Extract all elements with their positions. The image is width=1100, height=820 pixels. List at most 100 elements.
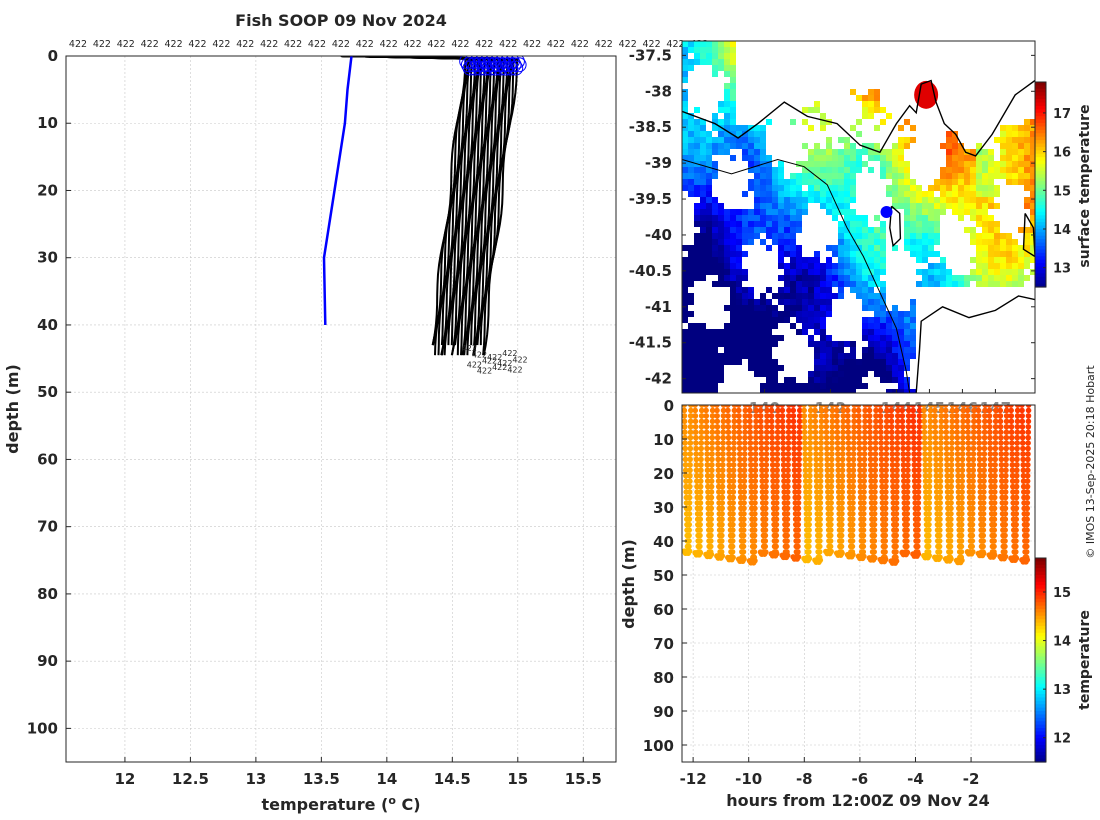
- timeseries-point: [872, 467, 879, 474]
- sst-cell: [706, 341, 712, 347]
- timeseries-point: [698, 405, 705, 408]
- sst-cell: [1000, 143, 1006, 149]
- sst-cell: [934, 209, 940, 215]
- timeseries-x-axis-label: hours from 12:00Z 09 Nov 24: [726, 791, 989, 810]
- sst-cell: [1012, 245, 1018, 251]
- profile-cast-id-labels: 422 422 422 422 422 422 422 422 422 422 422 422 422 4…: [69, 39, 709, 50]
- sst-cell: [838, 365, 844, 371]
- timeseries-point: [867, 462, 874, 468]
- sst-cell: [826, 311, 832, 317]
- timeseries-point: [682, 467, 689, 474]
- sst-cell: [718, 245, 724, 251]
- timeseries-point: [986, 413, 993, 419]
- timeseries-point: [884, 413, 890, 419]
- sst-cell: [880, 167, 886, 173]
- timeseries-point: [703, 429, 710, 436]
- timeseries-point: [981, 462, 988, 468]
- timeseries-point: [806, 489, 813, 495]
- timeseries-point: [944, 478, 951, 484]
- timeseries-point: [829, 423, 836, 430]
- sst-cell: [850, 353, 856, 359]
- sst-cell: [766, 161, 772, 167]
- timeseries-point: [947, 549, 954, 555]
- sst-cell: [754, 335, 760, 341]
- timeseries-point: [790, 405, 796, 408]
- profile-y-tick-label: 10: [37, 114, 58, 132]
- sst-cell: [790, 227, 796, 233]
- timeseries-point: [969, 505, 976, 512]
- timeseries-colorbar-segment: [1035, 741, 1046, 746]
- sst-cell: [700, 143, 706, 149]
- map-colorbar-segment: [1035, 181, 1046, 186]
- sst-cell: [928, 251, 934, 257]
- sst-cell: [814, 377, 820, 383]
- sst-cell: [754, 233, 760, 239]
- timeseries-point: [949, 429, 955, 436]
- sst-cell: [976, 143, 982, 149]
- timeseries-point: [725, 405, 731, 408]
- timeseries-point: [895, 407, 901, 414]
- timeseries-colorbar-segment: [1035, 558, 1046, 562]
- timeseries-point: [894, 423, 901, 430]
- sst-cell: [730, 275, 736, 281]
- sst-cell: [820, 281, 826, 287]
- sst-cell: [904, 233, 910, 239]
- sst-cell: [958, 203, 964, 209]
- timeseries-colorbar-tick-label: 15: [1053, 586, 1071, 601]
- timeseries-point: [980, 505, 987, 512]
- timeseries-point: [683, 478, 689, 484]
- timeseries-colorbar-segment: [1035, 728, 1046, 732]
- timeseries-point: [698, 456, 704, 463]
- sst-cell: [1018, 251, 1024, 257]
- cast-id-label: 422: [499, 39, 517, 50]
- sst-cell: [874, 311, 880, 317]
- sst-cell: [988, 155, 994, 161]
- timeseries-point: [806, 555, 813, 562]
- sst-cell: [766, 227, 772, 233]
- timeseries-point: [790, 418, 797, 425]
- timeseries-point: [1002, 494, 1009, 501]
- timeseries-point: [740, 549, 747, 555]
- timeseries-point: [752, 494, 758, 501]
- sst-cell: [826, 263, 832, 269]
- map-colorbar-segment: [1035, 228, 1046, 233]
- timeseries-point: [931, 405, 938, 408]
- sst-cell: [826, 287, 832, 293]
- timeseries-point: [992, 440, 999, 446]
- timeseries-point: [741, 516, 747, 523]
- map-colorbar-segment: [1035, 273, 1046, 278]
- map-y-tick-label: -37.5: [629, 46, 672, 64]
- sst-cell: [850, 257, 856, 263]
- timeseries-point: [1003, 478, 1009, 484]
- timeseries-point: [818, 418, 825, 425]
- sst-cell: [820, 359, 826, 365]
- sst-cell: [760, 359, 766, 365]
- timeseries-point: [737, 483, 744, 490]
- sst-cell: [688, 47, 694, 53]
- sst-cell: [760, 221, 766, 227]
- sst-cell: [904, 143, 910, 149]
- map-colorbar-segment: [1035, 235, 1046, 240]
- timeseries-point: [709, 413, 716, 419]
- timeseries-point: [839, 483, 846, 490]
- timeseries-point: [683, 472, 689, 479]
- sst-cell: [700, 359, 706, 365]
- timeseries-point: [834, 440, 841, 446]
- sst-cell: [1024, 197, 1030, 203]
- sst-cell: [802, 281, 808, 287]
- timeseries-colorbar-segment: [1035, 605, 1046, 610]
- timeseries-point: [791, 462, 798, 468]
- timeseries-point: [1024, 527, 1030, 533]
- sst-cell: [988, 197, 994, 203]
- map-colorbar-segment: [1035, 222, 1046, 227]
- sst-cell: [1012, 173, 1018, 179]
- sst-cell: [976, 203, 982, 209]
- timeseries-point: [916, 405, 923, 408]
- timeseries-point: [937, 554, 943, 561]
- timeseries-point: [694, 478, 700, 484]
- timeseries-colorbar-segment: [1035, 694, 1046, 698]
- sst-cell: [682, 149, 688, 155]
- map-colorbar-segment: [1035, 88, 1046, 93]
- map-colorbar-segment: [1035, 269, 1046, 274]
- sst-cell: [784, 197, 790, 203]
